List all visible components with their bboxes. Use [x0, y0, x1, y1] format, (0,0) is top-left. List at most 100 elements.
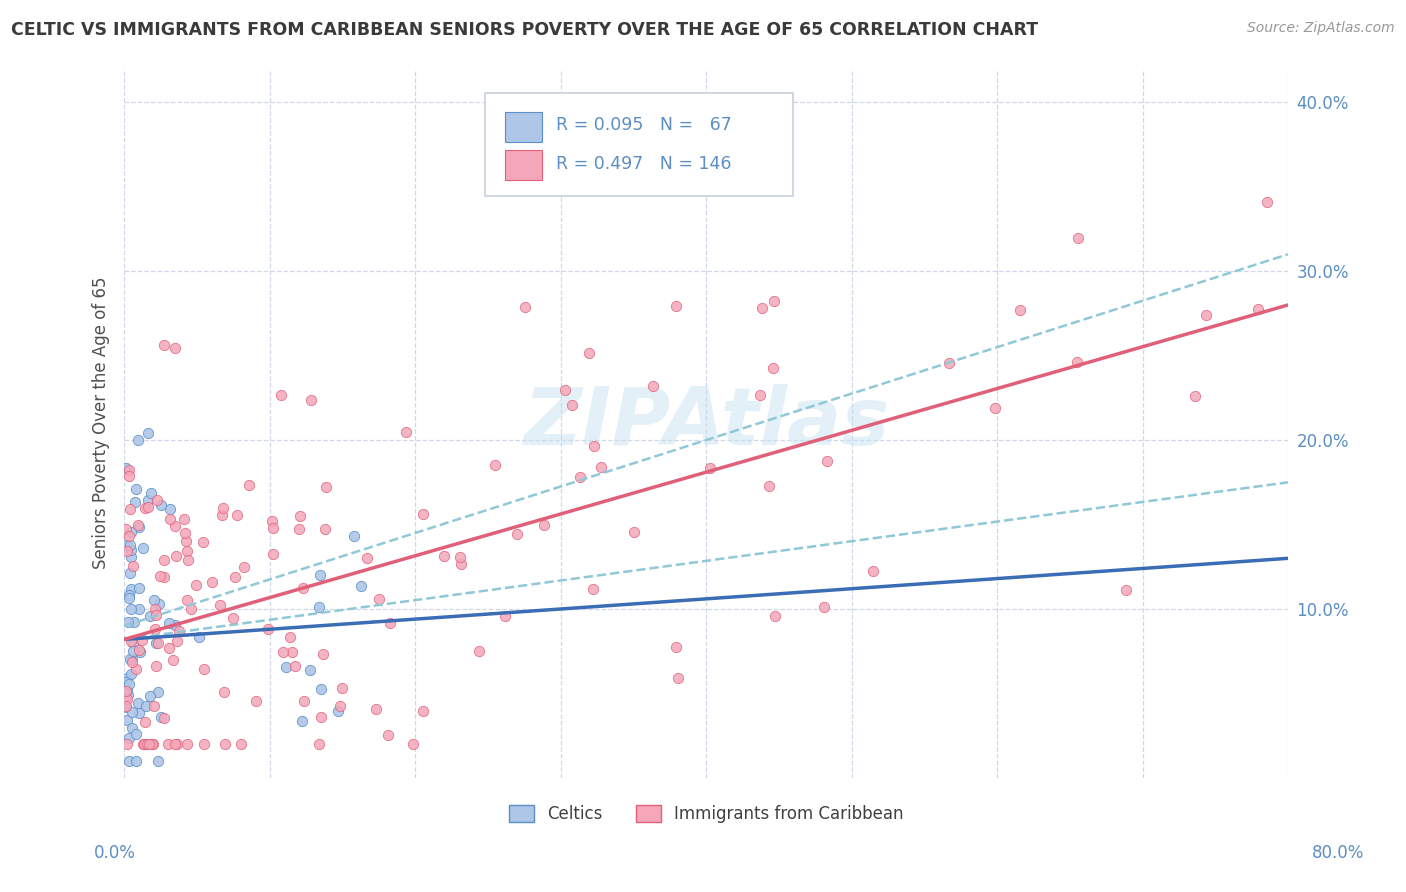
Point: [315, 480, 337, 494]
Point: [1256, 194, 1278, 209]
Point: [117, 615, 139, 629]
Point: [450, 558, 472, 572]
Point: [276, 660, 298, 674]
Point: [114, 699, 136, 714]
Point: [117, 463, 139, 477]
Point: [127, 517, 149, 532]
Point: [136, 737, 159, 751]
Point: [176, 543, 198, 558]
Point: [132, 737, 155, 751]
Point: [184, 578, 207, 592]
Point: [343, 529, 366, 543]
Point: [128, 645, 150, 659]
Point: [412, 704, 434, 718]
Point: [280, 645, 302, 659]
Point: [153, 570, 176, 584]
Text: R = 0.095   N =   67: R = 0.095 N = 67: [555, 116, 731, 134]
Point: [578, 346, 600, 360]
Point: [120, 634, 142, 648]
Point: [115, 683, 138, 698]
Point: [142, 593, 165, 607]
Point: [665, 640, 688, 655]
Point: [257, 622, 280, 636]
Point: [150, 709, 173, 723]
Point: [128, 601, 150, 615]
Point: [554, 383, 576, 397]
Point: [211, 501, 233, 516]
Point: [120, 543, 142, 558]
Point: [122, 615, 145, 630]
Point: [262, 547, 284, 561]
Point: [309, 682, 332, 697]
Point: [377, 728, 399, 742]
Point: [225, 508, 247, 522]
Point: [188, 630, 211, 644]
Point: [214, 737, 236, 751]
Point: [270, 388, 292, 402]
Point: [121, 705, 143, 719]
Point: [668, 671, 690, 685]
Point: [121, 721, 143, 735]
Point: [114, 699, 136, 714]
Point: [115, 737, 138, 751]
Point: [136, 492, 159, 507]
Point: [298, 663, 321, 677]
Point: [1115, 582, 1137, 597]
Point: [533, 518, 555, 533]
Point: [763, 608, 786, 623]
Point: [494, 608, 516, 623]
Point: [120, 524, 142, 539]
Point: [165, 341, 187, 355]
Point: [134, 501, 156, 516]
FancyBboxPatch shape: [505, 150, 541, 180]
Point: [364, 702, 387, 716]
Text: R = 0.497   N = 146: R = 0.497 N = 146: [555, 155, 731, 173]
Text: Source: ZipAtlas.com: Source: ZipAtlas.com: [1247, 21, 1395, 35]
Point: [121, 558, 143, 573]
Point: [163, 617, 186, 632]
Point: [749, 388, 772, 402]
Point: [176, 737, 198, 751]
Point: [134, 737, 156, 751]
Point: [762, 361, 785, 376]
Point: [589, 459, 612, 474]
Y-axis label: Seniors Poverty Over the Age of 65: Seniors Poverty Over the Age of 65: [93, 277, 110, 569]
Point: [165, 549, 187, 564]
Point: [166, 737, 188, 751]
Point: [118, 652, 141, 666]
Point: [292, 693, 315, 707]
Point: [153, 553, 176, 567]
Point: [308, 600, 330, 615]
Point: [139, 689, 162, 703]
Point: [1066, 355, 1088, 369]
Point: [124, 727, 146, 741]
Point: [862, 564, 884, 578]
Point: [288, 522, 311, 536]
Point: [157, 641, 180, 656]
Point: [262, 520, 284, 534]
Point: [162, 653, 184, 667]
Point: [115, 523, 138, 537]
Point: [568, 470, 591, 484]
Point: [121, 656, 143, 670]
Point: [815, 454, 838, 468]
Point: [148, 636, 170, 650]
Point: [813, 600, 835, 615]
Point: [505, 527, 527, 541]
Legend: Celtics, Immigrants from Caribbean: Celtics, Immigrants from Caribbean: [502, 798, 910, 830]
Point: [308, 568, 330, 582]
Point: [132, 541, 155, 555]
Point: [173, 512, 195, 526]
Point: [582, 440, 605, 454]
Point: [118, 731, 141, 746]
Point: [309, 709, 332, 723]
Point: [118, 502, 141, 516]
Point: [120, 538, 142, 552]
Point: [412, 507, 434, 521]
Point: [146, 754, 169, 768]
Point: [118, 529, 141, 543]
Point: [378, 616, 401, 631]
Point: [238, 478, 260, 492]
Point: [312, 647, 335, 661]
Point: [120, 582, 142, 596]
